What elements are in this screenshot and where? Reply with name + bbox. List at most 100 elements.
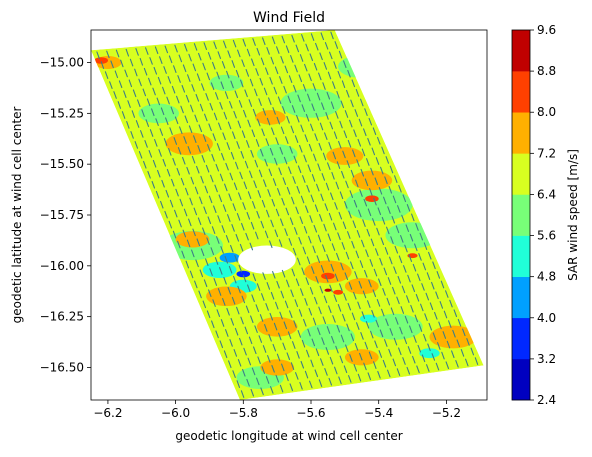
wind-arrow (193, 207, 198, 216)
wind-arrow (378, 350, 383, 358)
wind-arrow (319, 214, 323, 222)
wind-arrow (258, 335, 263, 343)
wind-arrow (230, 80, 234, 89)
wind-arrow (318, 142, 323, 151)
wind-arrow (388, 348, 392, 357)
wind-arrow (274, 229, 279, 238)
wind-arrow (306, 256, 311, 265)
wind-arrow (259, 314, 264, 322)
wind-arrow (418, 253, 422, 261)
wind-arrow (280, 126, 285, 135)
wind-arrow (289, 383, 294, 392)
wind-arrow (302, 246, 307, 255)
wind-arrow (120, 59, 124, 68)
wind-arrow (348, 375, 352, 383)
x-tick-label: −5.8 (229, 406, 258, 420)
wind-arrow (272, 178, 277, 186)
wind-arrow (392, 358, 397, 367)
wind-arrow (334, 41, 339, 49)
wind-arrow (283, 156, 288, 165)
wind-speed-patch (351, 170, 393, 191)
wind-arrow (196, 238, 201, 247)
wind-arrow (396, 368, 401, 376)
wind-arrow (201, 83, 205, 91)
wind-arrow (311, 103, 315, 112)
wind-arrow (293, 155, 298, 164)
wind-speed-patch (123, 284, 141, 293)
wind-arrow (330, 101, 335, 110)
wind-arrow (220, 81, 225, 90)
wind-arrow (360, 332, 364, 340)
wind-arrow (321, 337, 325, 345)
wind-arrow (333, 61, 337, 69)
wind-arrow (232, 131, 236, 140)
wind-arrow (335, 181, 340, 190)
wind-arrow (315, 112, 320, 121)
wind-arrow (325, 274, 329, 283)
wind-arrow (375, 157, 380, 165)
wind-arrow (189, 270, 194, 279)
wind-arrow (106, 50, 110, 59)
wind-arrow (270, 56, 275, 65)
wind-arrow (368, 351, 373, 360)
wind-arrow (163, 66, 167, 74)
wind-arrow (114, 70, 119, 79)
wind-arrow (202, 62, 206, 71)
wind-arrow (388, 185, 393, 194)
wind-speed-patch (419, 348, 440, 359)
wind-arrow (320, 193, 324, 202)
wind-arrow (373, 197, 377, 206)
wind-arrow (286, 352, 291, 361)
wind-arrow (225, 162, 229, 171)
wind-arrow (365, 321, 370, 329)
wind-arrow (286, 115, 290, 124)
wind-arrow (162, 86, 166, 95)
wind-arrow (352, 149, 356, 158)
wind-arrow (324, 368, 328, 376)
wind-arrow (300, 288, 304, 296)
wind-arrow (455, 360, 459, 368)
wind-arrow (217, 215, 221, 223)
wind-arrow (320, 358, 324, 366)
wind-arrow (250, 149, 254, 158)
wind-arrow (384, 247, 389, 255)
wind-arrow (239, 337, 243, 346)
wind-arrow (258, 169, 263, 178)
wind-arrow (200, 175, 204, 184)
wind-arrow (218, 194, 223, 203)
wind-arrow (338, 211, 343, 220)
wind-arrow (340, 262, 344, 271)
wind-arrow (323, 62, 328, 70)
wind-arrow (127, 100, 131, 108)
wind-arrow (398, 347, 402, 356)
wind-arrow (267, 189, 271, 197)
wind-arrow (293, 320, 297, 328)
wind-arrow (363, 128, 367, 137)
wind-arrow (172, 230, 177, 239)
wind-arrow (426, 272, 431, 280)
wind-arrow (179, 126, 183, 134)
wind-arrow (198, 52, 202, 61)
wind-arrow (224, 183, 228, 192)
wind-arrow (295, 278, 300, 287)
wind-arrow (327, 233, 332, 242)
wind-arrow (224, 255, 229, 264)
wind-arrow (312, 83, 317, 91)
wind-arrow (466, 338, 470, 346)
wind-arrow (295, 206, 299, 215)
wind-arrow (395, 225, 400, 234)
wind-arrow (308, 307, 313, 316)
wind-arrow (262, 37, 266, 46)
colorbar-tick-label: 3.2 (537, 352, 556, 366)
wind-arrow (360, 168, 365, 177)
wind-arrow (148, 77, 152, 86)
wind-arrow (289, 310, 293, 319)
wind-arrow (398, 255, 403, 264)
wind-speed-patch (344, 278, 379, 295)
wind-arrow (156, 97, 161, 106)
wind-arrow (312, 317, 317, 326)
wind-speed-patch (365, 195, 379, 202)
wind-arrow (248, 336, 253, 345)
wind-arrow (336, 252, 340, 261)
x-axis-label: geodetic longitude at wind cell center (175, 429, 402, 443)
